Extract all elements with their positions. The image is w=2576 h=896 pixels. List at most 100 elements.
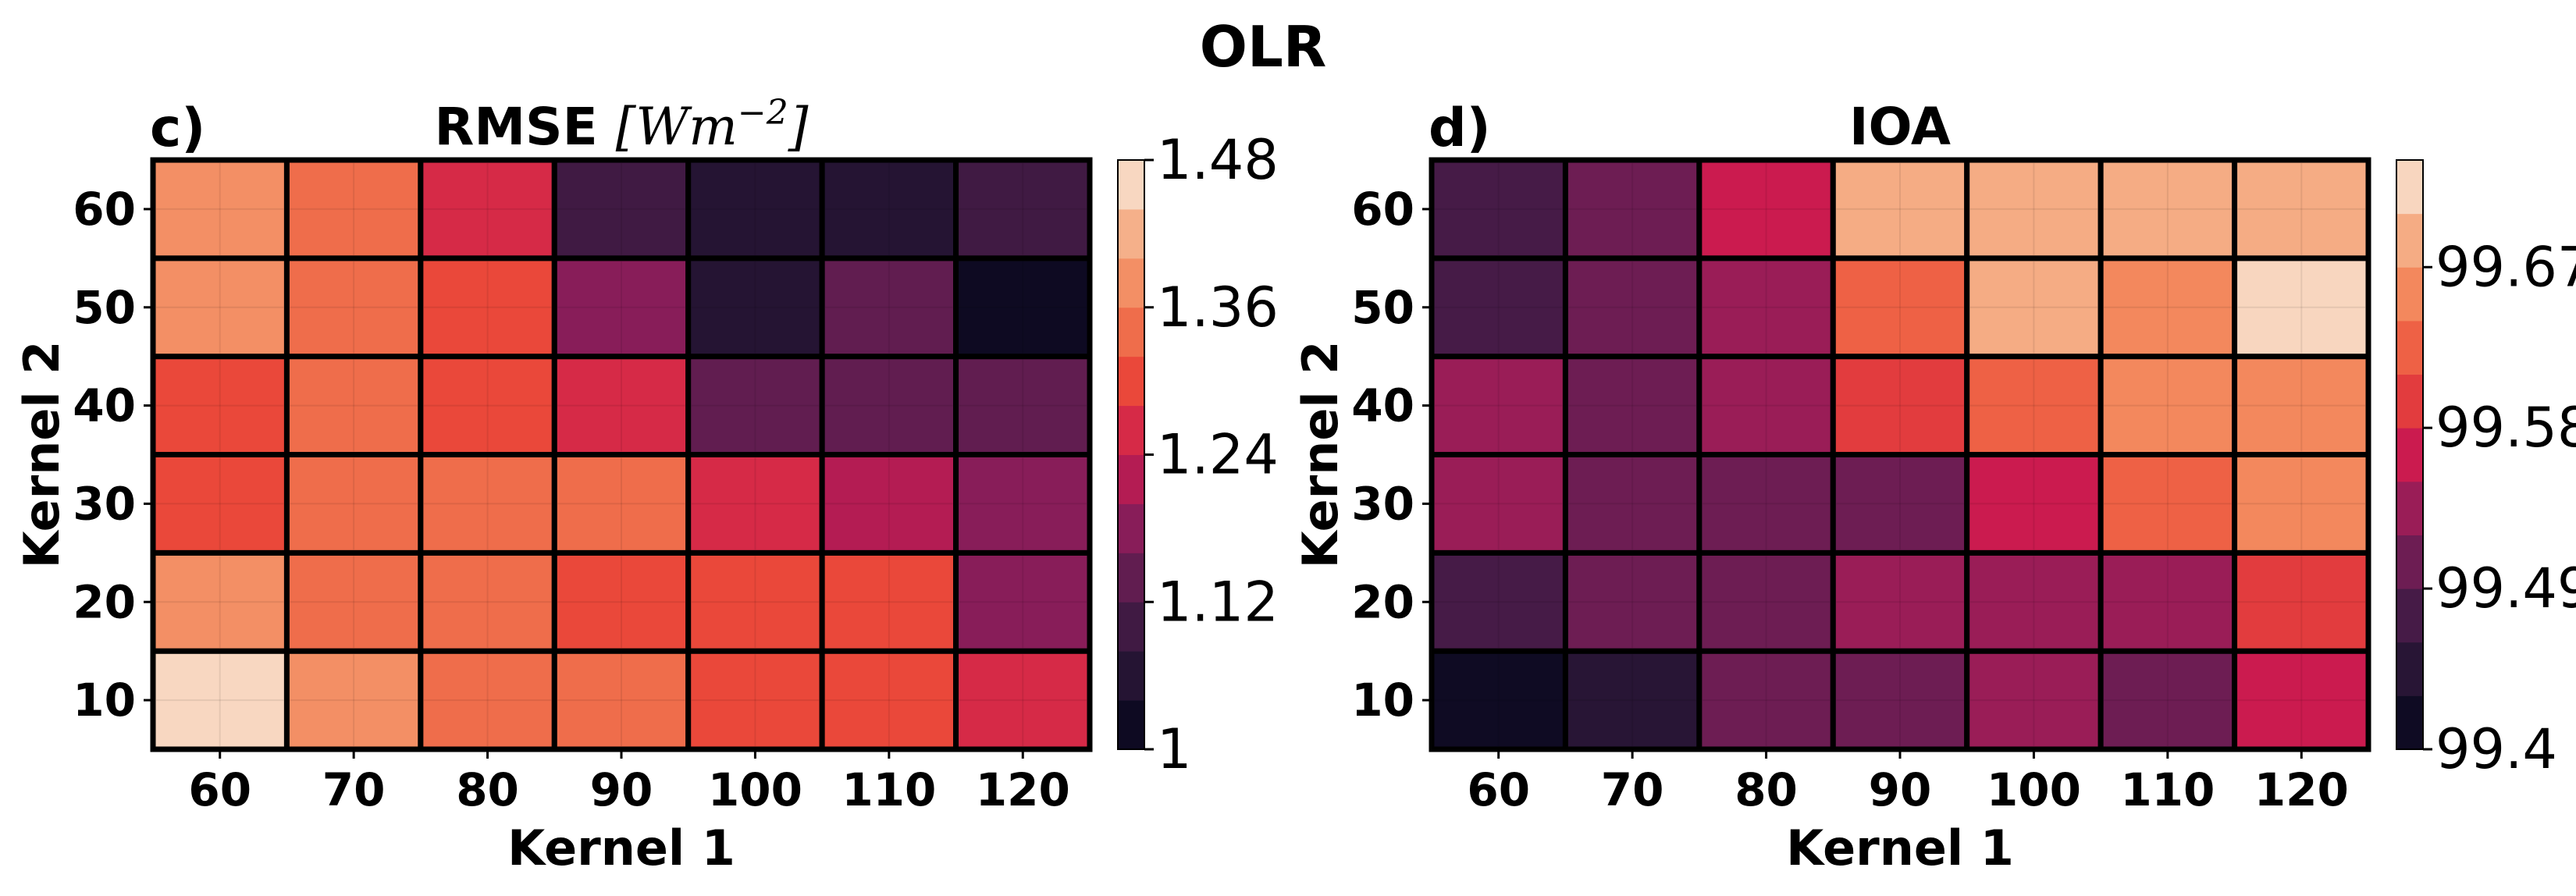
heatmap-cell-110-10 [819,648,959,752]
x-tick-label: 80 [456,763,519,816]
x-tick-label: 90 [1869,763,1932,816]
colorbar-level [2396,481,2423,535]
heatmap-cell-60-50 [150,255,290,360]
x-tick-label: 90 [590,763,653,816]
x-tick-label: 100 [708,763,802,816]
colorbar-level [1118,651,1144,701]
heatmap-cell-80-10 [1696,648,1836,752]
panel-title-text: IOA [1849,97,1951,157]
heatmap-cell-110-60 [2097,157,2238,261]
colorbar-level [1118,700,1144,750]
panel-title-space [598,97,616,157]
colorbar-level [1118,356,1144,407]
colorbar-level [1118,553,1144,603]
colorbar-level [2396,160,2423,215]
heatmap-cell-70-10 [1562,648,1703,752]
heatmap-cell-120-10 [953,648,1093,752]
heatmap-cell-90-30 [1830,452,1970,556]
heatmap-cell-90-60 [551,157,692,261]
heatmap-cell-70-20 [283,549,424,654]
y-tick-label: 20 [73,575,136,628]
heatmap-cells [150,157,1093,752]
colorbar: 1 1.12 1.24 1.36 1.48 [1117,128,1279,781]
y-axis-label: Kernel 2 [1292,341,1349,569]
colorbar-tick-label: 99.67 [2435,235,2576,299]
colorbar-frame [2396,159,2424,750]
heatmap-cell-110-20 [819,549,959,654]
colorbar-level [2396,213,2423,268]
colorbar-level [1118,405,1144,455]
panel-label: d) [1429,98,1491,159]
heatmap-cell-110-60 [819,157,959,261]
panel-ioa: 60 70 80 90 100 110 120 10 20 30 40 50 60 Kernel 1 Ker… [1292,97,2576,876]
heatmap-cell-60-40 [150,354,290,457]
colorbar-level [2396,320,2423,375]
y-tick-label: 10 [73,674,136,727]
panel-title-unit-exponent: −2 [738,93,788,133]
panel-title-unit-close: ] [788,97,809,157]
colorbar-level [2396,428,2423,482]
heatmap-cell-120-60 [953,157,1093,261]
heatmap-cell-80-40 [1696,354,1836,457]
colorbar-level [1118,454,1144,504]
y-tick-label: 60 [1351,183,1414,236]
heatmap-cell-80-60 [418,157,557,261]
colorbar-level [1118,208,1144,259]
heatmap-cell-110-30 [819,452,959,556]
y-tick-label: 40 [73,379,136,432]
heatmap-cell-70-30 [283,452,424,556]
y-tick-label: 10 [1351,674,1414,727]
colorbar-tick-label: 99.58 [2435,396,2576,460]
x-axis-label: Kernel 1 [507,820,735,876]
x-tick-label: 80 [1735,763,1798,816]
x-tick-label: 120 [976,763,1070,816]
colorbar-tick-label: 99.4 [2435,717,2557,781]
heatmap-cell-70-60 [283,157,424,261]
y-axis-label: Kernel 2 [13,341,70,569]
x-tick-label: 70 [1601,763,1664,816]
x-tick-label: 110 [841,763,936,816]
figure-title: OLR [1200,14,1327,80]
heatmap-cell-80-30 [418,452,557,556]
colorbar-level [2396,695,2423,750]
heatmap-cell-120-30 [953,452,1093,556]
x-tick-label: 70 [322,763,386,816]
heatmap-cell-80-20 [1696,549,1836,654]
colorbar-tick-label: 99.49 [2435,556,2576,620]
panel-title-unit: [Wm [616,97,738,157]
y-tick-label: 20 [1351,575,1414,628]
x-tick-label: 60 [188,763,251,816]
panel-rmse: 60 70 80 90 100 110 120 10 20 30 40 50 60 Kernel 1 Ker… [13,93,1279,876]
heatmap-cell-70-30 [1562,452,1703,556]
heatmap-cells [1429,157,2371,752]
heatmap-cell-90-30 [551,452,692,556]
colorbar-level [1118,307,1144,357]
panel-title-text: RMSE [435,97,598,157]
x-axis-label: Kernel 1 [1786,820,2014,876]
heatmap-cell-90-40 [1830,354,1970,457]
heatmap-cell-100-30 [685,452,825,556]
heatmap-cell-70-20 [1562,549,1703,654]
colorbar-level [2396,588,2423,643]
colorbar: 99.4 99.49 99.58 99.67 [2396,159,2576,781]
heatmap-cell-110-30 [2097,452,2238,556]
y-tick-label: 50 [73,281,136,334]
colorbar-level [2396,267,2423,322]
heatmap-cell-120-60 [2232,157,2371,261]
heatmap-cell-90-50 [551,255,692,360]
heatmap-cell-80-50 [418,255,557,360]
panel-title: IOA [1849,97,1951,157]
heatmap-cell-90-20 [551,549,692,654]
heatmap-cell-80-20 [418,549,557,654]
colorbar-level [1118,602,1144,652]
colorbar-level [1118,258,1144,308]
colorbar-level [1118,503,1144,553]
y-tick-label: 30 [1351,477,1414,530]
panels: 60 70 80 90 100 110 120 10 20 30 40 50 60 Kernel 1 Ker… [13,93,2576,876]
y-tick-label: 30 [73,477,136,530]
heatmap-cell-120-40 [953,354,1093,457]
heatmap-cell-60-50 [1429,255,1568,360]
panel-label: c) [150,98,205,159]
colorbar-tick-label: 1.36 [1157,276,1279,340]
